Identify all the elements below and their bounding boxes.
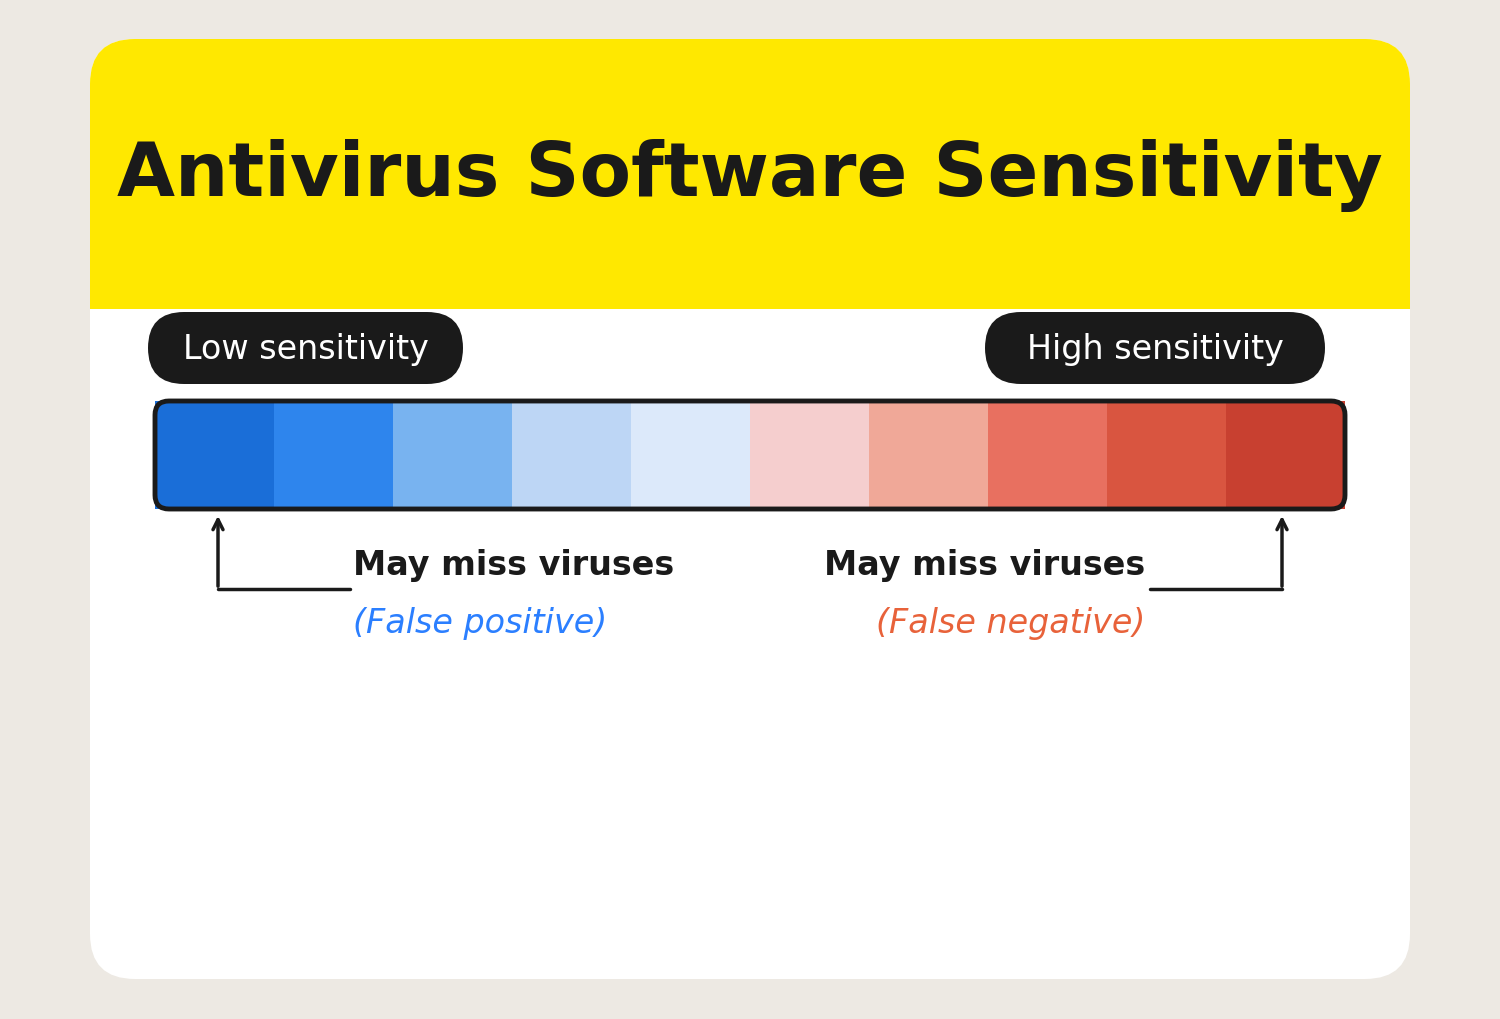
FancyBboxPatch shape (90, 40, 1410, 979)
Bar (274, 401, 393, 510)
Bar (512, 401, 632, 510)
Bar (154, 401, 274, 510)
FancyBboxPatch shape (986, 313, 1324, 384)
Bar (988, 401, 1107, 510)
Bar (393, 401, 512, 510)
Text: May miss viruses: May miss viruses (352, 548, 675, 582)
Bar (632, 401, 750, 510)
Text: (False negative): (False negative) (876, 606, 1144, 639)
Bar (868, 401, 988, 510)
Text: High sensitivity: High sensitivity (1026, 332, 1284, 365)
Bar (1226, 401, 1346, 510)
Text: Low sensitivity: Low sensitivity (183, 332, 429, 365)
FancyBboxPatch shape (148, 313, 464, 384)
Text: (False positive): (False positive) (352, 606, 608, 639)
Text: Antivirus Software Sensitivity: Antivirus Software Sensitivity (117, 139, 1383, 211)
Bar (750, 401, 868, 510)
FancyBboxPatch shape (90, 40, 1410, 310)
Bar (1107, 401, 1226, 510)
Bar (90, 260, 1410, 310)
Text: May miss viruses: May miss viruses (824, 548, 1144, 582)
